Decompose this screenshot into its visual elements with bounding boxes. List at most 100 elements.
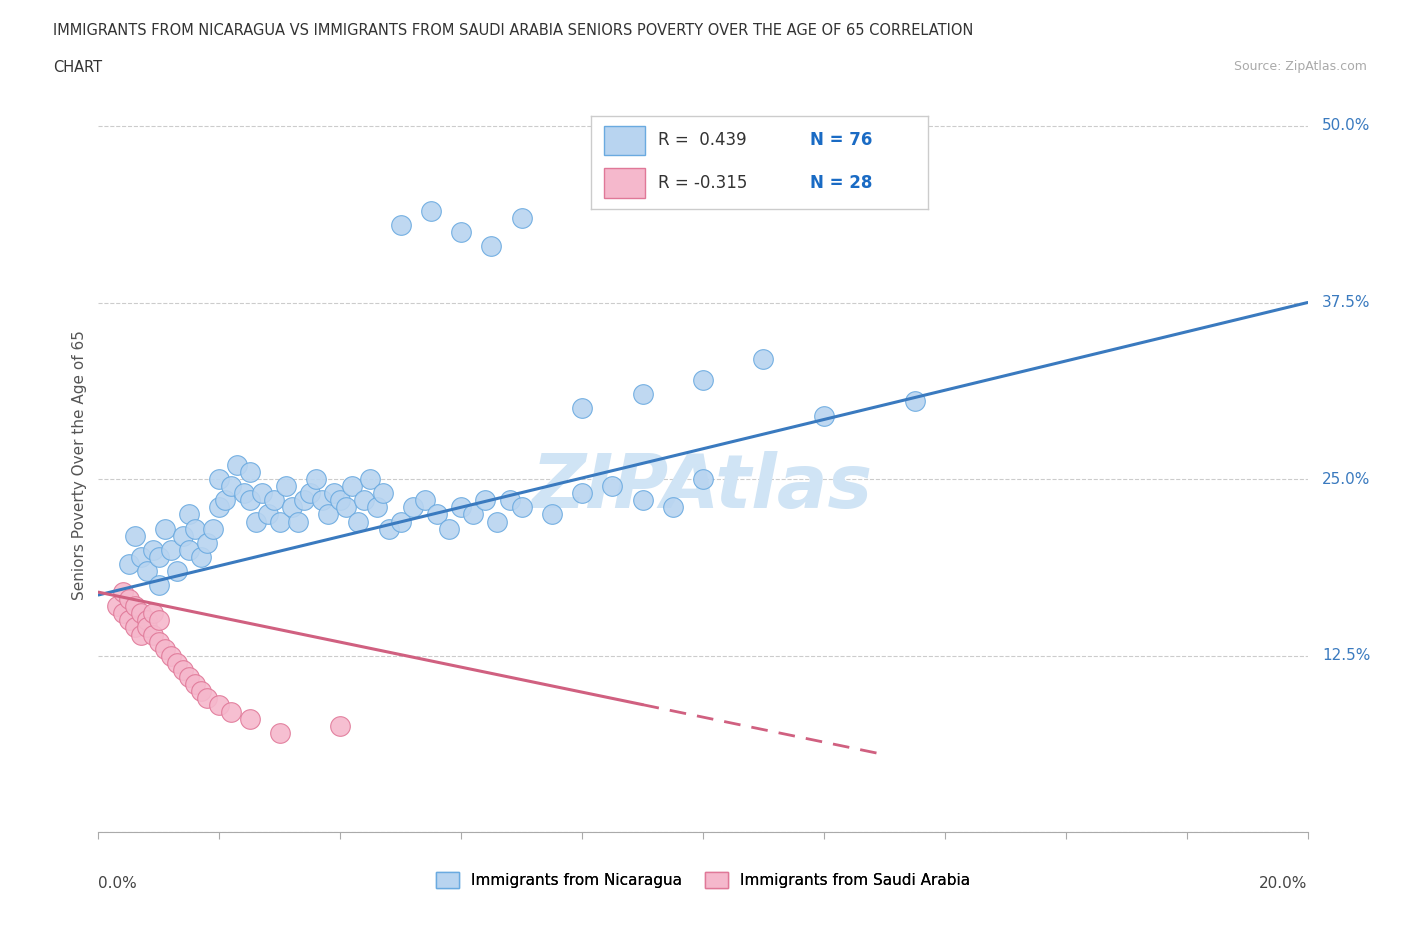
Point (172, 662, 194, 677)
Text: 12.5%: 12.5% (1322, 648, 1371, 663)
Point (202, 521, 225, 536)
Point (239, 711, 262, 726)
Point (135, 613, 157, 628)
Y-axis label: Seniors Poverty Over the Age of 65: Seniors Poverty Over the Age of 65 (72, 330, 87, 600)
Point (347, 514, 370, 529)
Point (239, 493, 262, 508)
Point (208, 698, 231, 712)
Point (305, 472, 328, 486)
Point (274, 479, 297, 494)
Point (195, 691, 218, 706)
Point (661, 500, 683, 515)
Point (353, 493, 375, 508)
Point (135, 564, 157, 578)
Point (360, 472, 382, 486)
Point (571, 485, 593, 500)
Point (135, 620, 157, 635)
Point (692, 373, 714, 388)
Point (118, 591, 141, 606)
Point (377, 521, 399, 536)
Point (342, 479, 364, 494)
Point (105, 599, 128, 614)
Text: 25.0%: 25.0% (1322, 472, 1371, 486)
Point (190, 684, 212, 698)
Point (124, 599, 146, 614)
Point (311, 493, 333, 508)
Point (177, 542, 201, 557)
Point (208, 500, 231, 515)
Text: CHART: CHART (53, 60, 103, 75)
Point (419, 204, 441, 219)
Point (602, 479, 624, 494)
Point (481, 239, 503, 254)
Point (371, 485, 394, 500)
Text: R =  0.439: R = 0.439 (658, 131, 747, 150)
Point (263, 493, 285, 508)
Point (166, 656, 188, 671)
Text: 0.0%: 0.0% (98, 876, 138, 892)
Point (426, 507, 449, 522)
Point (111, 606, 134, 621)
Point (287, 514, 309, 529)
Legend: Immigrants from Nicaragua, Immigrants from Saudi Arabia: Immigrants from Nicaragua, Immigrants fr… (430, 867, 976, 895)
Point (463, 507, 485, 522)
Point (142, 542, 165, 557)
Point (256, 507, 278, 522)
Point (148, 578, 170, 592)
Point (177, 507, 201, 522)
Point (166, 564, 188, 578)
Point (160, 648, 183, 663)
Point (148, 550, 170, 565)
Point (269, 726, 291, 741)
Point (148, 634, 170, 649)
Point (486, 514, 509, 529)
Text: 50.0%: 50.0% (1322, 118, 1371, 133)
Text: Source: ZipAtlas.com: Source: ZipAtlas.com (1233, 60, 1367, 73)
Point (323, 485, 346, 500)
Point (402, 500, 425, 515)
Point (208, 472, 231, 486)
Point (292, 493, 315, 508)
Point (177, 670, 201, 684)
Point (153, 521, 176, 536)
Point (329, 493, 352, 508)
Point (474, 493, 496, 508)
Point (631, 387, 654, 402)
Point (226, 458, 249, 472)
Point (124, 620, 146, 635)
Point (752, 352, 775, 366)
Point (232, 485, 254, 500)
Point (498, 493, 520, 508)
Point (129, 627, 152, 642)
Point (118, 556, 141, 571)
Point (281, 500, 304, 515)
Point (153, 642, 176, 657)
Point (195, 536, 218, 551)
Point (510, 500, 533, 515)
Point (366, 500, 388, 515)
Text: ZIPAtlas: ZIPAtlas (533, 450, 873, 524)
Point (389, 514, 412, 529)
Point (437, 521, 460, 536)
Point (250, 485, 273, 500)
Point (389, 218, 412, 232)
Text: N = 28: N = 28 (810, 174, 872, 193)
Point (269, 514, 291, 529)
Point (184, 676, 207, 691)
Point (142, 606, 165, 621)
Point (190, 550, 212, 565)
Point (129, 550, 152, 565)
Point (184, 521, 207, 536)
Point (172, 528, 194, 543)
Point (413, 493, 436, 508)
Point (221, 479, 243, 494)
FancyBboxPatch shape (605, 168, 644, 198)
Text: N = 76: N = 76 (810, 131, 872, 150)
Point (813, 408, 835, 423)
Point (510, 210, 533, 225)
Text: 37.5%: 37.5% (1322, 295, 1371, 310)
Text: 20.0%: 20.0% (1260, 876, 1308, 892)
Point (111, 585, 134, 600)
Point (316, 507, 339, 522)
Point (142, 627, 165, 642)
